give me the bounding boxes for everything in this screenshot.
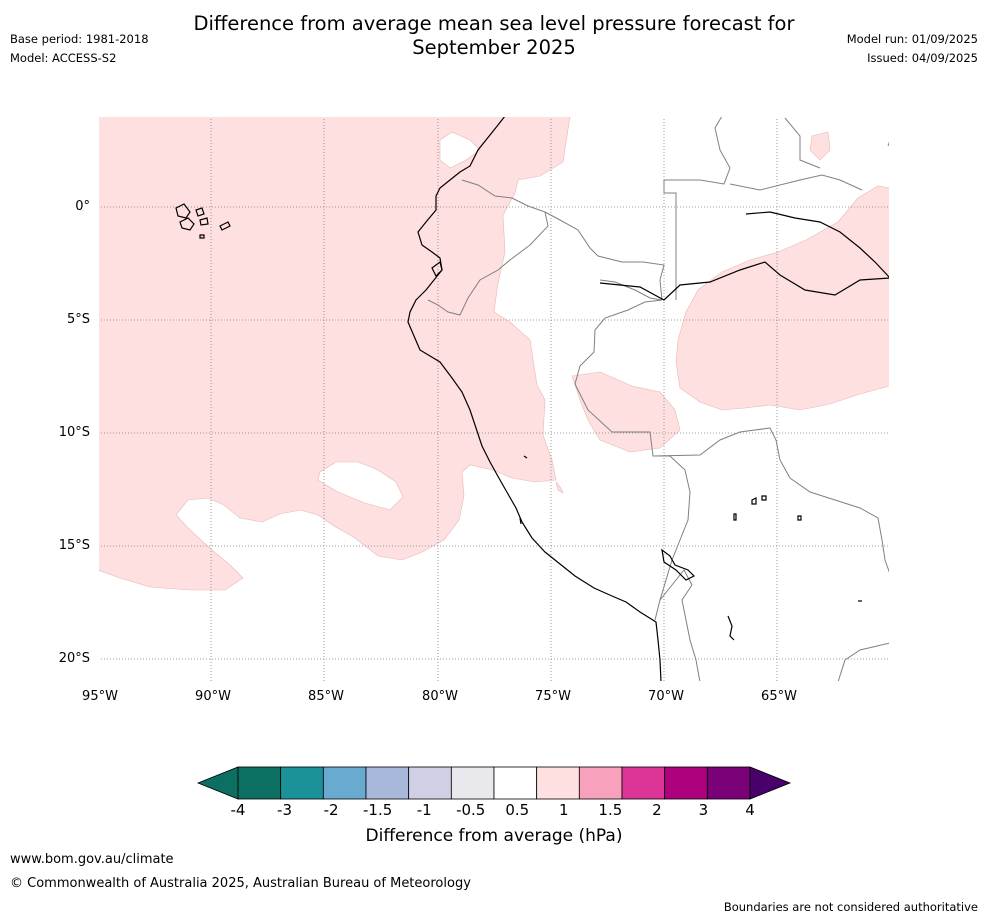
- colorbar-box: [408, 766, 452, 800]
- model-text: Model: ACCESS-S2: [10, 51, 117, 65]
- colorbar-label: Difference from average (hPa): [365, 826, 623, 846]
- colorbar-box: [536, 766, 580, 800]
- base-period-text: Base period: 1981-2018: [10, 32, 149, 46]
- lat-label-0: 0°: [75, 199, 90, 214]
- lon-label-80w: 80°W: [422, 689, 458, 704]
- lon-label-70w: 70°W: [648, 689, 684, 704]
- colorbar-tick-label: -4: [230, 801, 246, 819]
- colorbar-box: [450, 766, 495, 800]
- lat-label-15s: 15°S: [58, 538, 90, 553]
- colorbar-boxes: [237, 766, 751, 800]
- colorbar-tick-label: -0.5: [456, 801, 486, 819]
- lon-label-95w: 95°W: [82, 689, 118, 704]
- colorbar-tick-label: 1.5: [598, 801, 623, 819]
- lon-label-85w: 85°W: [308, 689, 344, 704]
- colorbar: [196, 766, 792, 800]
- footer-url: www.bom.gov.au/climate: [10, 852, 174, 867]
- map: [98, 116, 890, 682]
- model-run-text: Model run: 01/09/2025: [846, 32, 978, 46]
- chart-title: Difference from average mean sea level p…: [0, 12, 988, 60]
- colorbar-tick-label: 2: [652, 801, 662, 819]
- colorbar-over-arrow: [749, 766, 792, 800]
- issued-text: Issued: 04/09/2025: [867, 51, 978, 65]
- colorbar-tick-label: -1.5: [362, 801, 393, 819]
- lat-label-5s: 5°S: [66, 312, 90, 327]
- title-line-1: Difference from average mean sea level p…: [193, 12, 795, 35]
- colorbar-box: [493, 766, 538, 800]
- colorbar-tick-label: -2: [323, 801, 339, 819]
- copyright-text: © Commonwealth of Australia 2025, Austra…: [10, 876, 471, 891]
- title-line-2: September 2025: [412, 36, 576, 59]
- map-border: [98, 116, 890, 682]
- colorbar-box: [280, 766, 324, 800]
- lat-label-10s: 10°S: [58, 425, 90, 440]
- graticule: [98, 116, 890, 682]
- disclaimer-text: Boundaries are not considered authoritat…: [723, 900, 978, 914]
- colorbar-tick-label: 0.5: [505, 801, 530, 819]
- coastline: [175, 116, 890, 682]
- lon-label-75w: 75°W: [535, 689, 571, 704]
- anomaly-region-neutral: [317, 131, 481, 511]
- colorbar-box: [578, 766, 623, 800]
- lon-label-65w: 65°W: [761, 689, 797, 704]
- colorbar-tick-label: -3: [277, 801, 293, 819]
- colorbar-box: [706, 766, 751, 800]
- lon-label-90w: 90°W: [195, 689, 231, 704]
- colorbar-box: [664, 766, 708, 800]
- country-borders: [427, 116, 890, 682]
- colorbar-tick-label: 3: [698, 801, 709, 819]
- lat-label-20s: 20°S: [58, 651, 90, 666]
- colorbar-box: [365, 766, 410, 800]
- colorbar-box: [237, 766, 282, 800]
- colorbar-tick-label: -1: [416, 801, 432, 819]
- colorbar-under-arrow: [196, 766, 239, 800]
- colorbar-box: [621, 766, 666, 800]
- colorbar-box: [322, 766, 367, 800]
- colorbar-tick-label: 4: [745, 801, 755, 819]
- colorbar-tick-label: 1: [559, 801, 569, 819]
- anomaly-region-positive: [98, 116, 890, 591]
